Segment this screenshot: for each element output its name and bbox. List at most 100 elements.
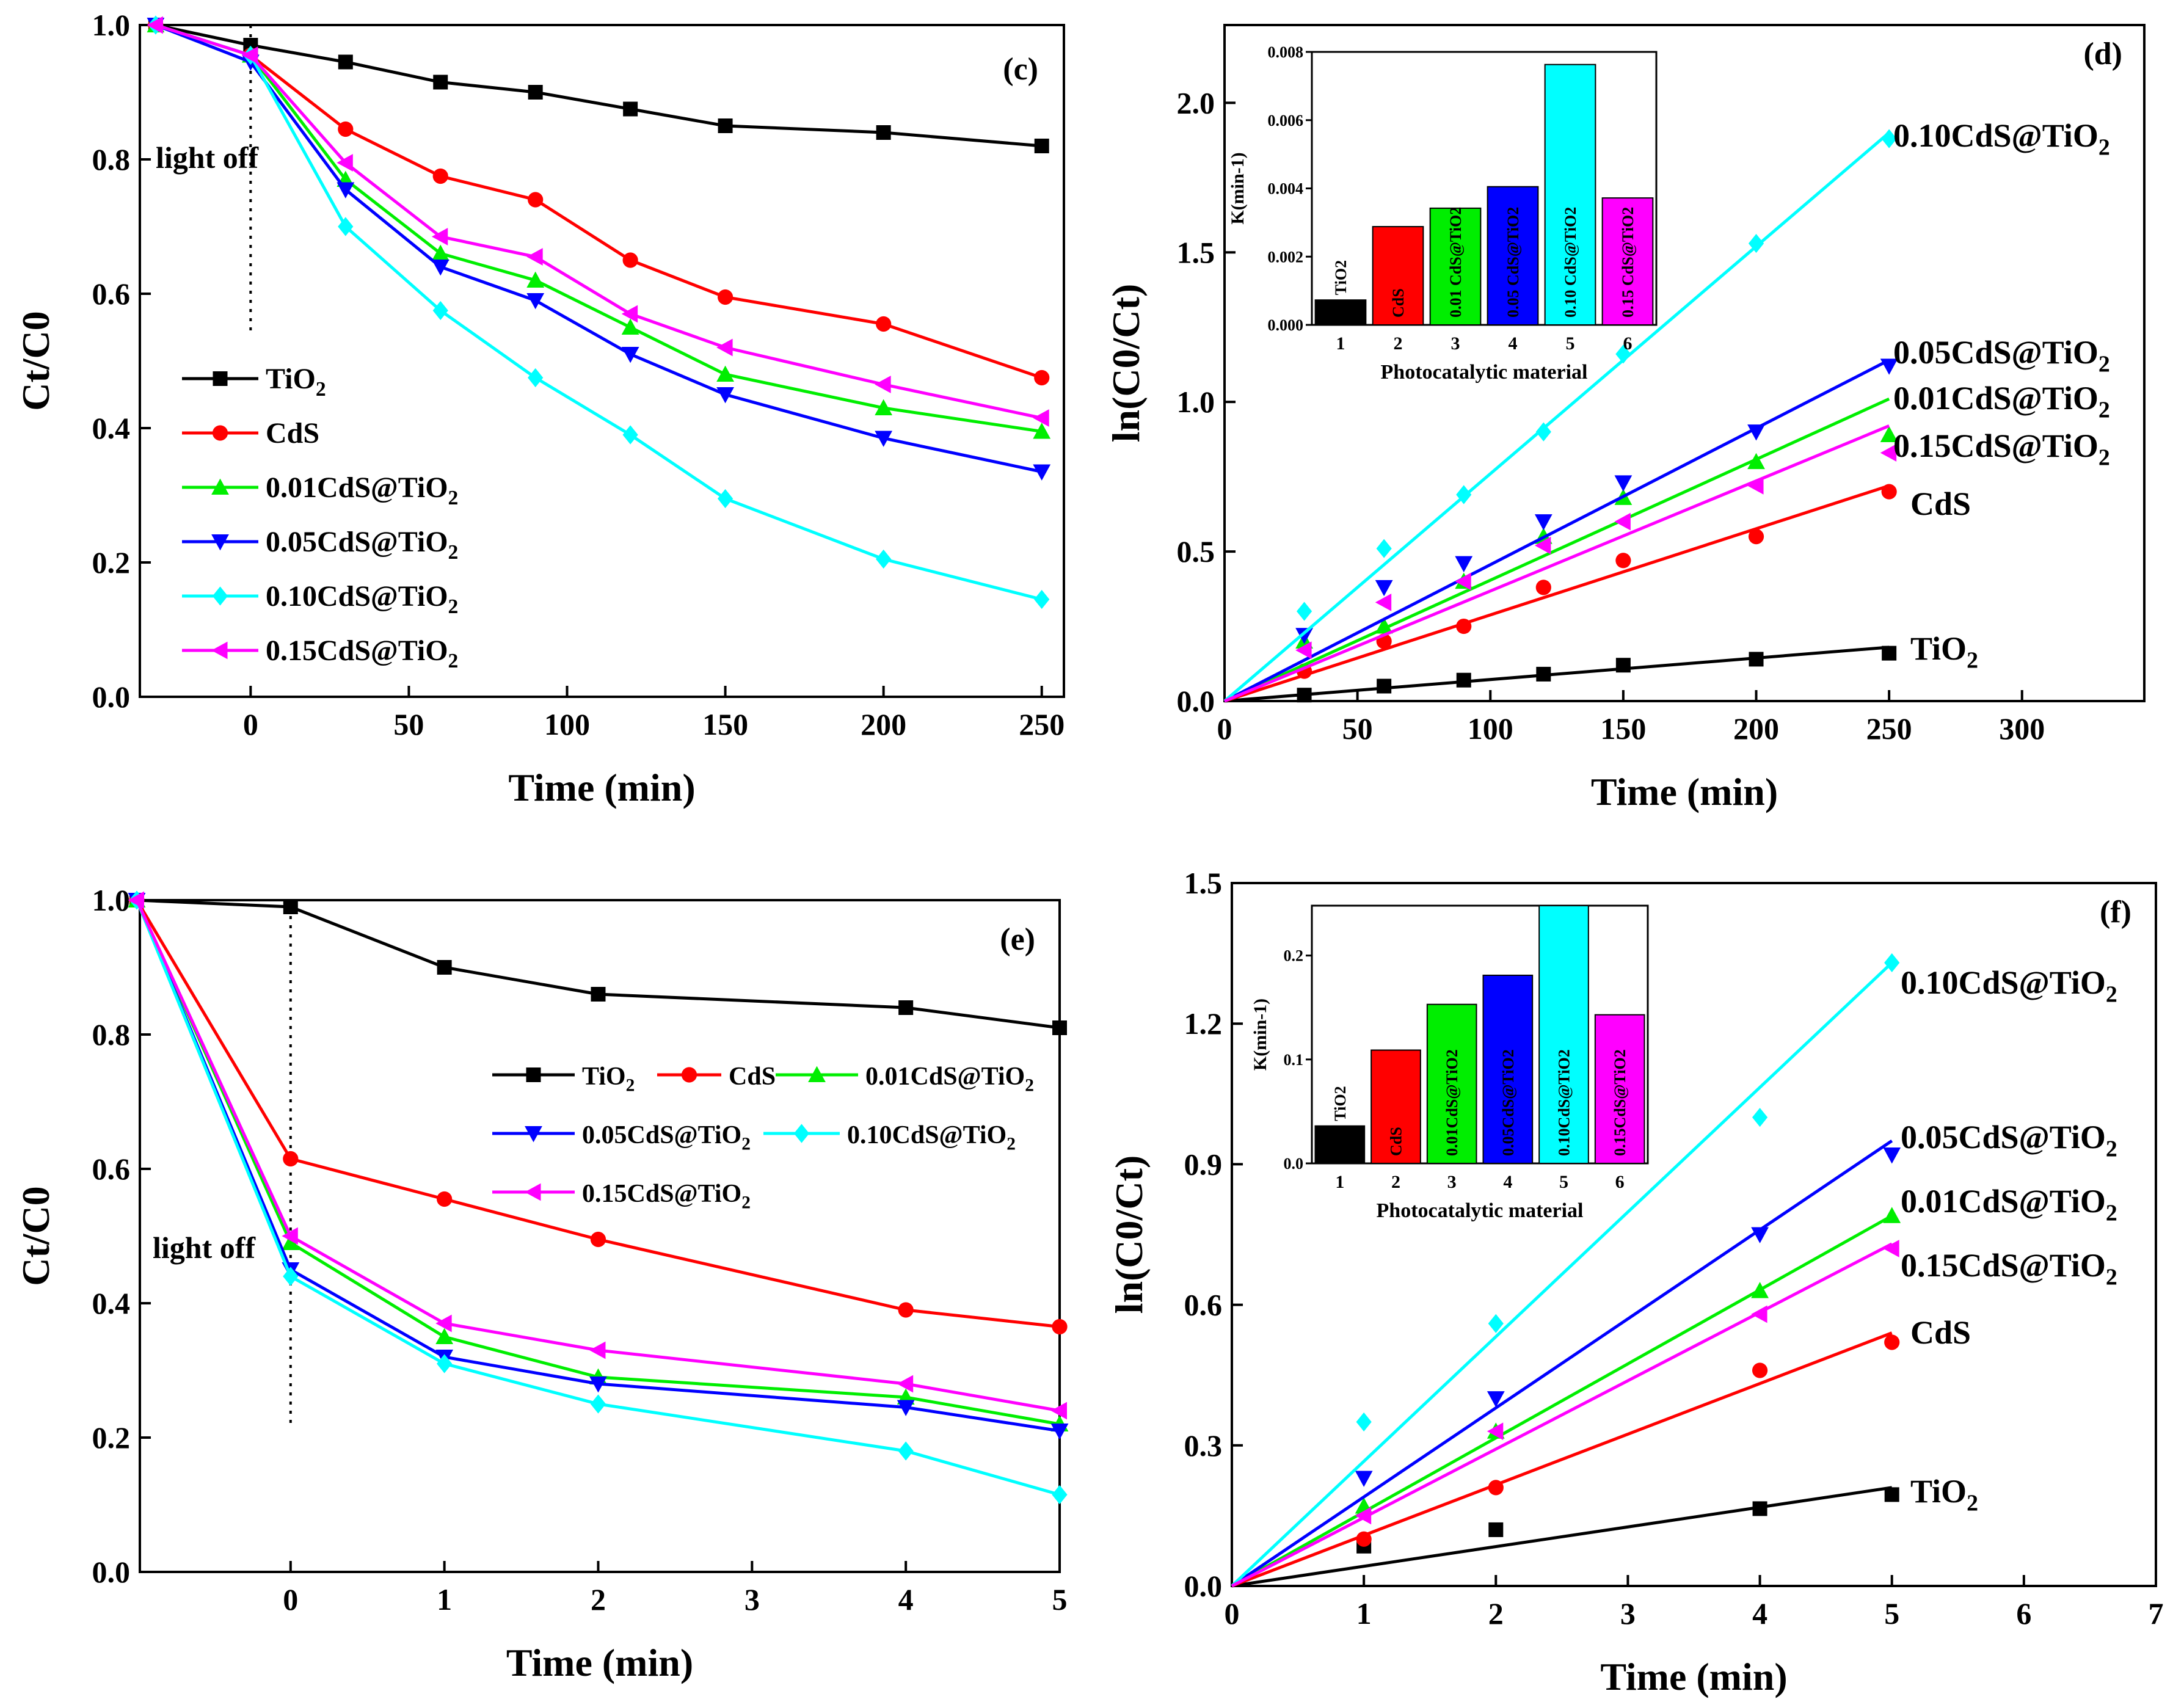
marker-triangle-left	[128, 891, 144, 909]
x-tick-label: 50	[1342, 711, 1373, 746]
fit-line	[1231, 1214, 1893, 1588]
inset-bar	[1487, 186, 1539, 325]
series-line	[135, 899, 1060, 1413]
marker-square	[718, 118, 733, 133]
series-line	[155, 23, 1043, 473]
marker-diamond	[876, 549, 892, 569]
series-label: 0.01CdS@TiO2	[1901, 1183, 2117, 1226]
plot-frame	[139, 24, 1065, 698]
x-tick-label: 0	[1217, 711, 1232, 746]
marker-triangle-left	[589, 1341, 606, 1359]
inset-x-tick-label: 5	[1559, 1172, 1568, 1192]
marker-diamond	[1748, 233, 1764, 253]
marker-triangle-left	[1487, 1422, 1504, 1441]
marker-diamond	[1456, 485, 1472, 504]
marker-triangle-down	[621, 347, 639, 363]
marker-circle	[528, 192, 544, 208]
marker-triangle-left	[1747, 476, 1764, 495]
marker-circle	[1881, 484, 1897, 500]
marker-diamond	[283, 1267, 299, 1286]
series-label: 0.05CdS@TiO2	[1893, 334, 2110, 377]
marker-triangle-up	[1033, 423, 1051, 439]
marker-square	[283, 900, 298, 914]
marker-triangle-up	[211, 478, 229, 495]
marker-triangle-up	[435, 1328, 454, 1344]
y-tick-label: 1.5	[1177, 235, 1215, 269]
y-tick-label: 0.2	[92, 545, 131, 580]
panel-label: (e)	[1000, 922, 1035, 957]
marker-triangle-down	[897, 1400, 915, 1416]
inset-bar-label: 0.15CdS@TiO2	[1611, 1049, 1629, 1156]
x-tick-label: 7	[2149, 1596, 2164, 1631]
marker-triangle-left	[875, 376, 891, 393]
marker-square	[433, 75, 448, 90]
marker-square	[623, 101, 638, 117]
marker-triangle-left	[337, 154, 353, 172]
marker-circle	[898, 1302, 914, 1318]
legend-label: 0.15CdS@TiO2	[266, 635, 458, 672]
marker-diamond	[1296, 602, 1312, 621]
marker-triangle-down	[525, 1126, 542, 1143]
marker-square	[1052, 1020, 1067, 1035]
marker-triangle-left	[1050, 1402, 1067, 1420]
inset-y-tick-label: 0.008	[1268, 43, 1304, 61]
x-tick-label: 4	[1752, 1596, 1767, 1631]
marker-triangle-up	[808, 1066, 826, 1082]
y-tick-label: 1.2	[1184, 1006, 1223, 1041]
marker-circle	[1748, 528, 1764, 545]
marker-circle	[876, 316, 892, 332]
inset-bar	[1372, 226, 1424, 325]
x-axis-title: Time (min)	[1600, 1655, 1787, 1698]
fit-line	[1224, 424, 1890, 703]
series-label: 0.15CdS@TiO2	[1893, 427, 2110, 471]
x-tick-label: 100	[1468, 711, 1513, 746]
marker-triangle-down	[716, 387, 734, 404]
marker-square	[528, 85, 543, 100]
marker-square	[1749, 652, 1764, 667]
marker-triangle-down	[1487, 1391, 1505, 1408]
marker-triangle-down	[1355, 1471, 1373, 1487]
x-tick-label: 3	[744, 1582, 760, 1617]
marker-square	[1377, 678, 1392, 694]
marker-circle	[437, 1191, 453, 1207]
x-tick-label: 1	[1356, 1596, 1372, 1631]
marker-triangle-left	[147, 16, 163, 34]
marker-diamond	[590, 1394, 606, 1414]
marker-triangle-left	[241, 46, 258, 64]
legend-label: 0.01CdS@TiO2	[266, 471, 458, 509]
series-label: TiO2	[1910, 1473, 1978, 1516]
inset-bar	[1429, 207, 1482, 325]
legend-label: 0.15CdS@TiO2	[582, 1180, 751, 1213]
inset-bar	[1544, 64, 1596, 326]
marker-circle	[212, 425, 228, 441]
marker-square	[1536, 666, 1551, 682]
x-tick-label: 250	[1866, 711, 1912, 746]
inset-frame	[1311, 904, 1649, 1165]
y-tick-label: 0.6	[1184, 1288, 1223, 1322]
y-tick-label: 0.4	[92, 411, 131, 445]
x-tick-label: 100	[544, 707, 590, 741]
series-label: CdS	[1910, 1314, 1971, 1351]
marker-triangle-left	[1375, 593, 1392, 611]
marker-triangle-down	[589, 1377, 607, 1393]
fit-line	[1231, 1486, 1893, 1588]
plot-frame	[1231, 882, 2157, 1587]
marker-triangle-down	[1375, 580, 1393, 597]
inset-x-tick-label: 5	[1566, 333, 1575, 354]
inset-y-tick-label: 0.1	[1284, 1051, 1304, 1069]
marker-triangle-down	[1883, 1147, 1901, 1164]
x-axis-title: Time (min)	[508, 766, 695, 809]
marker-triangle-left	[716, 338, 733, 357]
marker-triangle-down	[337, 182, 355, 198]
marker-circle	[1356, 1531, 1372, 1547]
series-label: 0.10CdS@TiO2	[1893, 117, 2110, 161]
inset-bar-label: 0.01CdS@TiO2	[1443, 1049, 1461, 1156]
marker-triangle-up	[1747, 453, 1765, 470]
marker-diamond	[338, 217, 354, 236]
marker-triangle-left	[211, 641, 228, 660]
x-tick-label: 6	[2016, 1596, 2031, 1631]
x-tick-label: 250	[1019, 707, 1065, 741]
inset-frame	[1311, 51, 1658, 326]
fit-line	[1224, 646, 1890, 703]
